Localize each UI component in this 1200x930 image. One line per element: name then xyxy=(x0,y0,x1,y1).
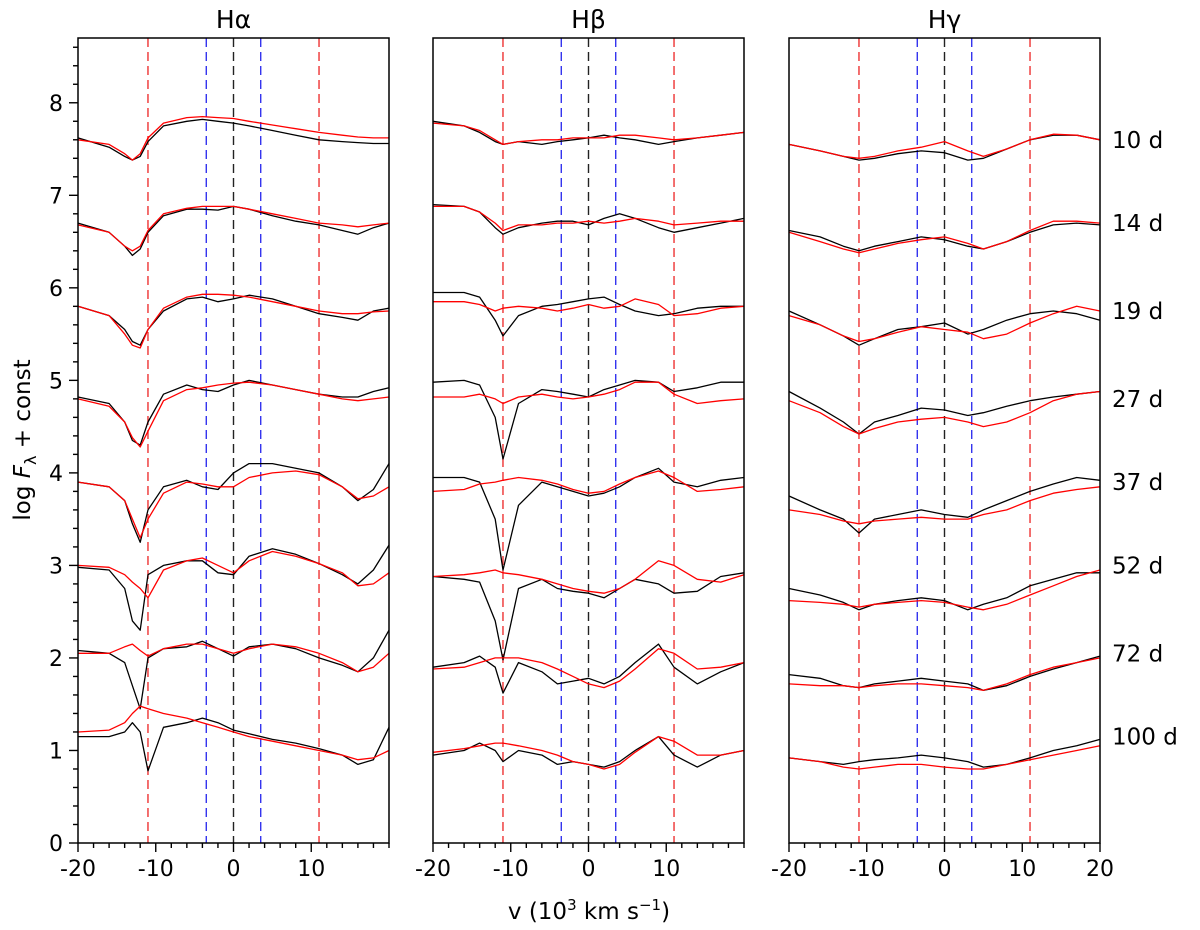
model-spectrum-19d xyxy=(788,305,1101,343)
epoch-labels: 10 d 14 d 19 d 27 d 37 d 52 d 72 d 100 d xyxy=(1112,128,1178,751)
observed-spectrum-52d xyxy=(432,572,745,661)
model-spectrum-37d xyxy=(788,486,1101,525)
y-tick-label: 4 xyxy=(49,462,63,487)
y-tick-label: 0 xyxy=(49,832,63,857)
x-tick-label: 10 xyxy=(652,857,680,882)
epoch-label: 72 d xyxy=(1112,641,1163,667)
observed-spectrum-19d xyxy=(433,291,744,337)
model-spectrum-14d xyxy=(77,205,390,252)
epoch-label: 52 d xyxy=(1112,553,1163,579)
model-spectrum-27d xyxy=(77,381,390,448)
model-spectrum-37d xyxy=(77,470,390,539)
y-tick-label: 8 xyxy=(49,92,63,117)
observed-spectrum-27d xyxy=(432,379,744,460)
observed-spectrum-14d xyxy=(432,203,745,235)
model-spectrum-72d xyxy=(78,643,390,673)
y-axis-label: log Fλ + const xyxy=(10,359,40,520)
observed-spectrum-14d xyxy=(77,205,390,257)
epoch-label: 19 d xyxy=(1112,299,1163,325)
x-tick-label: -10 xyxy=(849,857,885,882)
x-tick-label: 0 xyxy=(582,857,596,882)
observed-spectrum-27d xyxy=(788,390,1101,435)
model-spectrum-100d xyxy=(788,745,1101,770)
observed-spectrum-100d xyxy=(788,738,1101,768)
model-spectrum-100d xyxy=(77,705,390,761)
observed-spectrum-27d xyxy=(77,379,390,446)
model-spectrum-19d xyxy=(77,293,390,349)
x-tick-label: 10 xyxy=(297,857,325,882)
panel-1: -20 -10 0 10 Hα 0 1 2 3 4 5 6 7 8 xyxy=(49,5,390,882)
y-tick-label: 7 xyxy=(49,184,63,209)
x-tick-label: 0 xyxy=(938,857,952,882)
epoch-label: 37 d xyxy=(1112,470,1163,496)
epoch-label: 10 d xyxy=(1112,128,1163,154)
model-spectrum-10d xyxy=(432,122,745,146)
x-tick-label: -20 xyxy=(415,857,451,882)
model-spectrum-19d xyxy=(433,298,745,317)
model-spectrum-27d xyxy=(433,381,745,405)
x-tick-label: -10 xyxy=(138,857,174,882)
model-spectrum-52d xyxy=(432,560,745,594)
model-spectrum-10d xyxy=(788,133,1101,159)
panel-3: -20 -10 0 10 20 Hγ xyxy=(771,5,1114,882)
model-spectrum-72d xyxy=(432,648,745,689)
model-spectrum-52d xyxy=(788,569,1101,611)
y-tick-label: 1 xyxy=(49,739,63,764)
panel-title: Hγ xyxy=(928,5,962,34)
model-spectrum-37d xyxy=(432,470,745,494)
model-spectrum-10d xyxy=(77,115,389,161)
panel-title: Hβ xyxy=(571,5,606,34)
panel-title: Hα xyxy=(216,5,251,34)
epoch-label: 100 d xyxy=(1112,725,1178,751)
observed-spectrum-10d xyxy=(432,120,745,146)
y-tick-label: 2 xyxy=(49,647,63,672)
y-tick-label: 6 xyxy=(49,277,63,302)
model-spectrum-100d xyxy=(432,735,745,770)
observed-spectrum-19d xyxy=(788,310,1101,346)
x-tick-label: -20 xyxy=(60,857,96,882)
x-tick-label: 10 xyxy=(1008,857,1036,882)
x-tick-label: -20 xyxy=(771,857,807,882)
x-tick-label: 20 xyxy=(1086,857,1114,882)
observed-spectrum-52d xyxy=(77,544,390,631)
x-tick-label: 0 xyxy=(227,857,241,882)
observed-spectrum-19d xyxy=(77,294,390,346)
epoch-label: 27 d xyxy=(1112,387,1163,413)
panels-layer: -20 -10 0 10 Hα 0 1 2 3 4 5 6 7 8 -20 -10 0 10 Hβ -20 -10 0 10… xyxy=(49,5,1114,882)
model-spectrum-72d xyxy=(788,657,1101,691)
model-spectrum-27d xyxy=(788,390,1101,435)
y-tick-label: 5 xyxy=(49,369,63,394)
epoch-label: 14 d xyxy=(1112,211,1163,237)
model-spectrum-52d xyxy=(77,550,390,599)
panel-2: -20 -10 0 10 Hβ xyxy=(415,5,745,882)
model-spectrum-14d xyxy=(788,220,1101,254)
observed-spectrum-37d xyxy=(788,476,1101,534)
observed-spectrum-14d xyxy=(788,222,1101,252)
observed-spectrum-37d xyxy=(433,467,745,571)
x-tick-label: -10 xyxy=(493,857,529,882)
y-tick-label: 3 xyxy=(49,554,63,579)
x-axis-label: v (103 km s−1) xyxy=(508,896,670,925)
model-spectrum-14d xyxy=(433,205,744,232)
